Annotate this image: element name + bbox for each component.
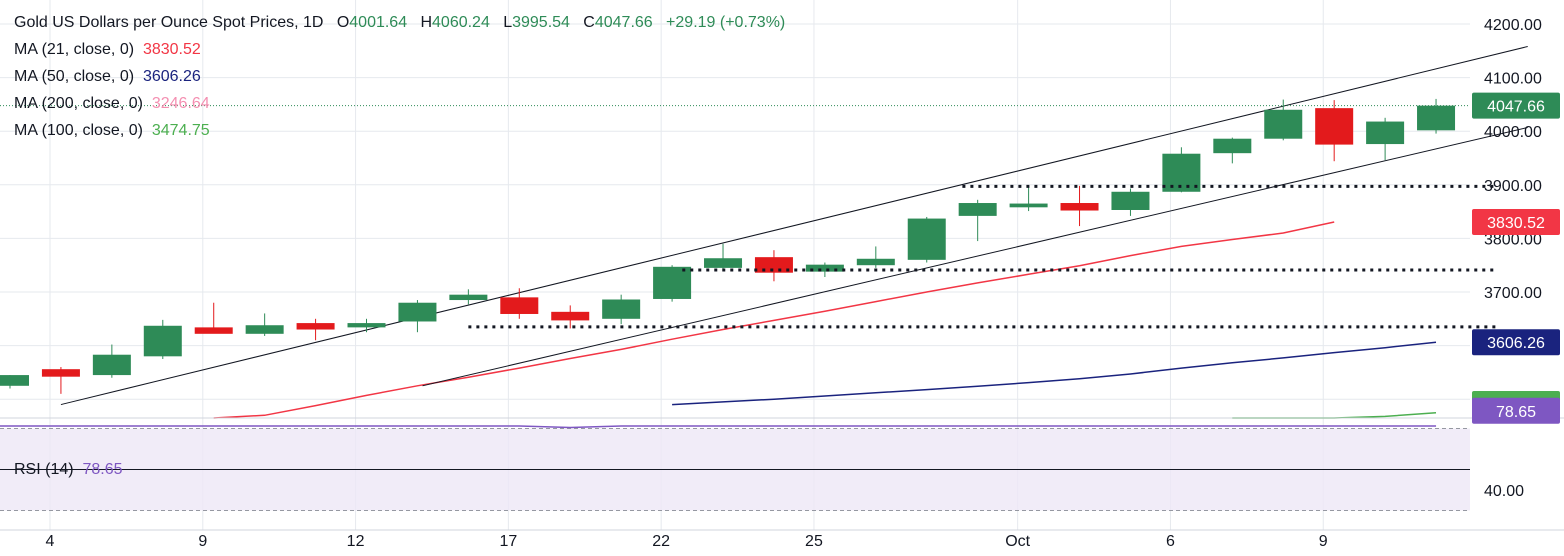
time-axis-label: 25 [805,533,823,550]
candle-body [398,302,437,322]
candle-body [704,258,743,268]
ma21-label: MA (21, close, 0) [14,41,135,58]
ma21-line [213,221,1335,419]
candle-body [1315,108,1354,145]
price-axis-label: 4100.00 [1484,71,1542,88]
ma21-value: 3830.52 [142,41,201,58]
ma200-value: 3246.64 [151,95,210,112]
time-axis-label: 22 [652,533,670,550]
candle-body [1213,138,1252,154]
candles [0,98,1456,394]
rsi-axis-label: 40.00 [1484,483,1524,500]
candle-body [500,297,539,314]
candle-body [41,369,80,377]
axis-value-tag-text: 3606.26 [1487,335,1545,352]
indicator-legend-ma200[interactable]: MA (200, close, 0) 3246.64 [14,94,210,114]
close-label: C [583,14,595,31]
ma50-value: 3606.26 [142,68,201,85]
time-axis-label: 9 [1319,533,1328,550]
axis-value-tag-text: 4047.66 [1487,99,1545,116]
candle-body [1417,105,1456,131]
ma100-value: 3474.75 [151,122,210,139]
low-label: L [503,14,513,31]
price-axis-label: 4200.00 [1484,17,1542,34]
open-value: 4001.64 [349,14,408,31]
axis-value-tag [1472,329,1560,356]
candle-body [449,294,488,301]
chart-title: Gold US Dollars per Ounce Spot Prices, 1… [14,14,324,31]
change-value: +29.19 (+0.73%) [666,14,786,31]
rsi-pane [0,425,1470,511]
candle-body [907,218,946,260]
time-axis-label: 17 [499,533,517,550]
rsi-line [0,425,1437,429]
moving-average-lines [213,221,1437,419]
ma100-line [1232,411,1437,419]
candle-body [0,375,29,386]
axis-value-tag-text: 78.65 [1496,404,1536,421]
channel-lower-line [422,126,1528,387]
rsi-value: 78.65 [82,461,123,478]
candle-body [92,354,131,376]
indicator-legend-ma50[interactable]: MA (50, close, 0) 3606.26 [14,67,201,87]
indicator-legend-ma100[interactable]: MA (100, close, 0) 3474.75 [14,121,210,141]
axis-value-tag [1472,92,1560,119]
candle-body [194,327,233,334]
candle-body [958,203,997,216]
price-axis-label: 3700.00 [1484,285,1542,302]
axis-value-tag [1472,209,1560,236]
price-axis-label: 3800.00 [1484,231,1542,248]
high-value: 4060.24 [432,14,490,31]
rsi-legend[interactable]: RSI (14) 78.65 [14,461,123,479]
candle-body [245,325,284,334]
axis-value-tag-text: 3830.52 [1487,215,1545,232]
trend-channel [0,46,1528,406]
low-value: 3995.54 [512,14,570,31]
high-label: H [420,14,433,31]
price-axis-label: 4000.00 [1484,124,1542,141]
axis-value-tag [1472,397,1560,424]
candle-body [551,311,590,321]
candle-body [602,299,641,319]
time-axis-label: 6 [1166,533,1175,550]
time-axis-label: 4 [46,533,55,550]
time-axis-label: Oct [1005,533,1030,550]
ma200-label: MA (200, close, 0) [14,95,143,112]
candle-body [1264,109,1303,139]
indicator-legend-ma21[interactable]: MA (21, close, 0) 3830.52 [14,40,201,60]
candle-body [347,323,386,328]
channel-upper-line [60,46,1528,406]
candle-body [805,264,844,272]
ma100-label: MA (100, close, 0) [14,122,143,139]
candle-body [143,325,182,357]
candle-body [1111,191,1150,210]
ma50-label: MA (50, close, 0) [14,68,135,85]
open-label: O [336,14,350,31]
candle-body [1060,203,1099,211]
price-axis-label: 3900.00 [1484,178,1542,195]
ma50-line [672,341,1437,406]
candle-body [653,266,692,299]
candle-body [856,258,895,266]
time-axis-label: 9 [198,533,207,550]
chart-header: Gold US Dollars per Ounce Spot Prices, 1… [14,13,785,33]
time-axis-label: 12 [347,533,365,550]
candle-body [1366,121,1405,145]
support-lines [468,184,1498,329]
candle-body [1009,203,1048,208]
candle-body [296,323,335,330]
rsi-label: RSI (14) [14,461,74,478]
close-value: 4047.66 [594,14,653,31]
